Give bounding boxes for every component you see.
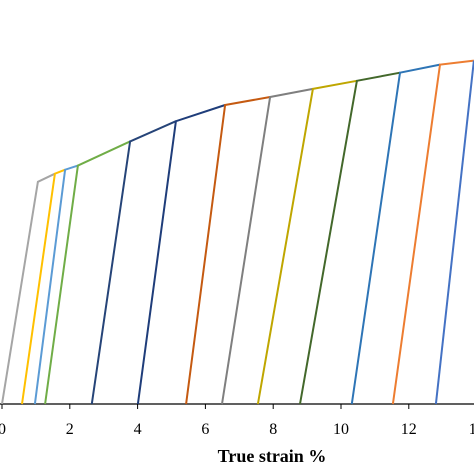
- series-line: [136, 104, 226, 405]
- series-line: [21, 168, 66, 405]
- x-tick-label: 14: [469, 421, 474, 438]
- x-tick-label: 8: [269, 421, 277, 438]
- x-tick-label: 10: [333, 421, 349, 438]
- x-tick-label: 2: [66, 421, 74, 438]
- series-line: [90, 120, 177, 405]
- series-line: [391, 59, 474, 405]
- series-line: [33, 164, 79, 405]
- series-line: [1, 172, 56, 405]
- series-line: [256, 79, 358, 405]
- x-axis-label: True strain %: [218, 446, 327, 466]
- series-line: [434, 60, 474, 405]
- series-line: [44, 140, 131, 405]
- x-tick-label: 4: [134, 421, 142, 438]
- series-line: [185, 96, 271, 405]
- x-tick-label: 12: [401, 421, 417, 438]
- series-line: [299, 71, 401, 405]
- x-tick-label: 6: [201, 421, 209, 438]
- x-tick-label: 0: [0, 421, 6, 438]
- series-line: [350, 63, 441, 405]
- series-line: [221, 87, 314, 405]
